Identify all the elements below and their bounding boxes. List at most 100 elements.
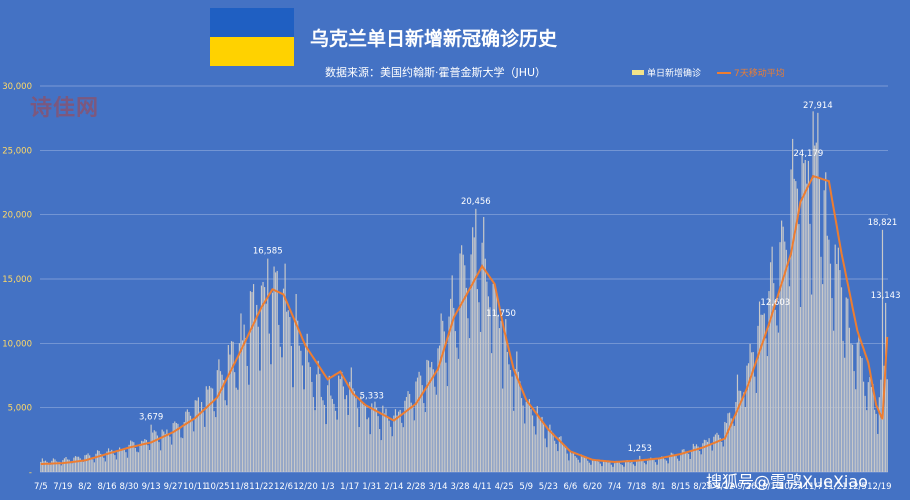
bar — [249, 291, 252, 472]
bar — [618, 461, 620, 472]
bar — [62, 460, 64, 472]
bar — [442, 320, 444, 472]
bar — [524, 423, 526, 472]
bar — [106, 451, 108, 472]
legend-line-swatch — [717, 71, 732, 74]
bar — [803, 163, 805, 473]
x-tick-label: 10/11 — [183, 482, 208, 492]
bar — [885, 302, 887, 472]
bar — [388, 420, 390, 472]
bar — [371, 403, 373, 472]
bar — [506, 351, 508, 472]
x-tick-label: 3/14 — [428, 482, 447, 492]
x-tick-label: 7/19 — [53, 482, 72, 492]
bar — [647, 460, 649, 472]
bar — [81, 460, 83, 472]
bar — [574, 455, 576, 472]
bar — [245, 337, 247, 472]
bar — [765, 338, 767, 472]
bar — [851, 344, 854, 472]
bar — [821, 284, 824, 472]
bar — [563, 444, 565, 472]
x-tick-label: 1/3 — [321, 482, 335, 492]
bar — [495, 292, 497, 472]
bar — [505, 319, 507, 472]
y-tick-label: 5,000 — [8, 404, 32, 414]
bar — [640, 459, 642, 472]
bar — [636, 460, 638, 472]
bar — [333, 403, 335, 472]
bar — [527, 403, 529, 472]
bar — [645, 464, 647, 472]
data-label: 5,333 — [360, 391, 384, 401]
bar — [779, 242, 781, 472]
bar — [552, 432, 554, 472]
bar — [648, 459, 650, 472]
bar — [386, 417, 389, 472]
bar — [691, 449, 693, 472]
bar — [52, 458, 54, 472]
x-tick-label: 7/5 — [34, 482, 48, 492]
bar — [626, 460, 628, 472]
bar — [773, 283, 775, 472]
bar — [319, 373, 321, 472]
data-label: 11,750 — [486, 309, 516, 319]
bar — [55, 461, 58, 472]
bar — [40, 461, 42, 472]
bar — [197, 397, 199, 472]
bar — [330, 395, 332, 472]
bar — [664, 459, 666, 472]
bar — [377, 416, 379, 472]
bar — [688, 453, 690, 472]
bar — [166, 429, 168, 472]
bar — [394, 409, 397, 472]
y-tick-label: 25,000 — [2, 146, 32, 156]
bar — [316, 374, 318, 472]
bar — [431, 361, 433, 472]
bar — [100, 453, 102, 472]
bar — [180, 437, 182, 472]
bar — [695, 444, 698, 472]
bar — [790, 169, 792, 473]
data-label: 27,914 — [803, 101, 833, 111]
bar — [364, 404, 367, 472]
chart-title: 乌克兰单日新增新冠确诊历史 — [310, 28, 558, 50]
bar — [264, 287, 266, 472]
bar — [130, 440, 132, 472]
bar — [401, 422, 403, 472]
bar — [426, 359, 428, 472]
bar — [117, 450, 119, 472]
bar — [711, 450, 713, 472]
bar — [148, 449, 151, 472]
bar — [560, 436, 562, 472]
bar — [554, 440, 556, 472]
bar — [267, 258, 269, 472]
bar — [870, 386, 873, 472]
bar — [85, 454, 88, 472]
bar — [429, 367, 431, 472]
bar — [227, 345, 229, 472]
x-tick-label: 11/7 — [804, 482, 823, 492]
bar — [858, 334, 860, 472]
bar — [144, 439, 146, 472]
x-tick-label: 4/25 — [495, 482, 514, 492]
bar — [727, 413, 729, 472]
bar — [721, 441, 723, 472]
bar — [126, 457, 129, 472]
bar — [639, 455, 641, 472]
bar — [223, 379, 225, 472]
bar — [361, 403, 363, 472]
bar — [733, 425, 735, 472]
bar — [516, 351, 518, 472]
bar — [435, 394, 438, 472]
x-tick-label: 11/21 — [823, 482, 848, 492]
x-tick-label: 7/18 — [627, 482, 646, 492]
bar — [224, 400, 226, 472]
bar — [785, 249, 787, 472]
bar — [342, 386, 345, 472]
bar — [349, 381, 351, 472]
bar — [278, 324, 280, 472]
bar — [606, 461, 608, 472]
bar — [446, 386, 449, 472]
bar — [525, 401, 527, 472]
